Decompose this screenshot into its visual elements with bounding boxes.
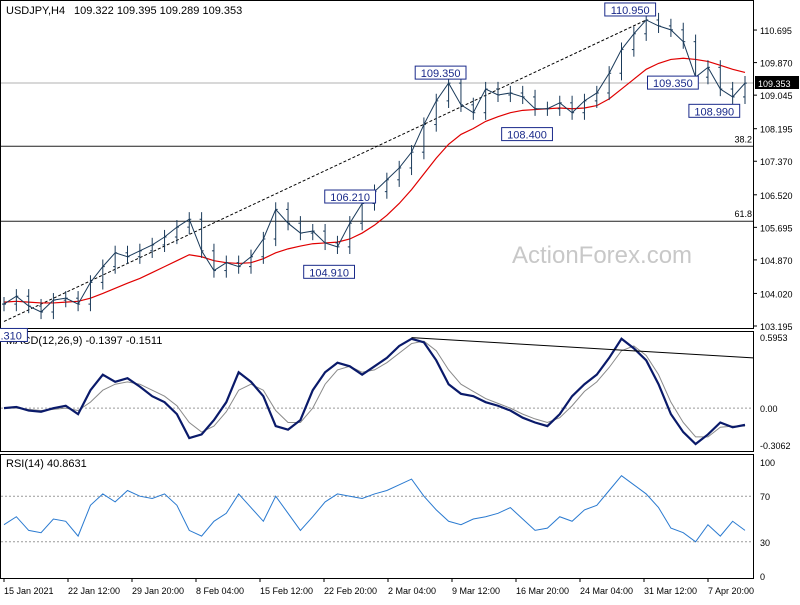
annotation-box: [604, 2, 657, 17]
x-tick-label: 7 Apr 20:00: [708, 586, 754, 596]
price-annotation: 106.210: [324, 189, 377, 204]
price-y-tick-label: 108.195: [760, 125, 793, 135]
axis-layer: 110.695 109.870 109.045 108.195 107.370 106.5…: [3, 26, 799, 596]
price-panel-frame: [0, 0, 754, 329]
price-annotation: 110.950: [604, 2, 657, 17]
annotation-label: 108.990: [694, 106, 734, 118]
annotation-label: 108.400: [507, 130, 547, 142]
annotation-label: 110.950: [611, 5, 650, 17]
last-price-box: [755, 75, 799, 89]
x-tick-label: 16 Mar 20:00: [516, 586, 569, 596]
dashed-trendline: [3, 19, 647, 322]
rsi-panel-frame: [0, 454, 754, 579]
price-bar: [743, 76, 747, 105]
x-tick-label: 2 Mar 04:00: [388, 586, 436, 596]
annotation-box: [303, 264, 356, 279]
annotation-label: 109.350: [421, 68, 461, 80]
annotation-label: 109.350: [653, 78, 693, 90]
price-y-tick-label: 110.695: [760, 26, 792, 36]
annotation-box: [501, 127, 553, 142]
annotation-box: [647, 75, 699, 90]
price-y-tick-label: 105.695: [760, 223, 793, 233]
annotation-label: 104.910: [309, 267, 349, 279]
rsi-y-tick-label: 70: [760, 492, 770, 502]
annotation-box: [324, 189, 377, 204]
watermark: ActionForex.com: [512, 242, 692, 269]
x-tick-label: 15 Jan 2021: [4, 586, 54, 596]
annotation-label: 103.310: [0, 330, 22, 342]
price-annotation: 109.350: [414, 65, 467, 80]
price-y-tick-label: 107.370: [760, 157, 793, 167]
rsi-layer: [1, 474, 753, 543]
price-annotation: 109.350: [647, 75, 699, 90]
price-y-tick-label: 109.045: [760, 91, 793, 101]
x-tick-label: 9 Mar 12:00: [452, 586, 500, 596]
price-annotation: 108.990: [688, 103, 741, 118]
price-layer: 38.2 61.8 103.310 106.210 104.910 109.350 108.…: [0, 2, 753, 342]
macd-panel-frame: [0, 331, 754, 452]
x-tick-label: 24 Mar 04:00: [580, 586, 633, 596]
x-tick-label: 22 Feb 20:00: [324, 586, 377, 596]
rsi-title: RSI(14) 40.8631: [6, 458, 87, 470]
annotation-box: [688, 103, 741, 118]
price-annotation: 104.910: [303, 264, 356, 279]
annotation-box: [414, 65, 467, 80]
macd-line: [3, 337, 746, 446]
macd-y-tick-label: -0.3062: [760, 441, 791, 451]
x-tick-label: 31 Mar 12:00: [644, 586, 697, 596]
price-y-tick-label: 106.520: [760, 191, 793, 201]
price-title: USDJPY,H4: [6, 5, 65, 17]
price-annotation: 103.310: [0, 327, 28, 342]
x-tick-label: 15 Feb 12:00: [260, 586, 313, 596]
annotation-box: [0, 327, 28, 342]
x-tick-label: 29 Jan 20:00: [132, 586, 184, 596]
macd-trendline: [411, 337, 754, 359]
rsi-y-tick-label: 100: [760, 458, 775, 468]
macd-title: MACD(12,26,9) -0.1397 -0.1511: [6, 335, 162, 347]
price-y-tick-label: 104.870: [760, 256, 793, 266]
macd-signal-line: [4, 340, 745, 438]
price-annotation: 108.400: [501, 127, 553, 142]
annotation-label: 106.210: [330, 192, 370, 204]
price-ohlc: 109.322 109.395 109.289 109.353: [74, 5, 242, 17]
price-y-tick-label: 109.870: [760, 59, 793, 69]
macd-y-tick-label: 0.5953: [760, 333, 788, 343]
x-tick-label: 8 Feb 04:00: [196, 586, 244, 596]
fib-label-61-8: 61.8: [734, 209, 752, 219]
rsi-y-tick-label: 30: [760, 538, 770, 548]
price-y-tick-label: 104.020: [760, 289, 793, 299]
macd-layer: [1, 337, 754, 446]
x-tick-label: 22 Jan 12:00: [68, 586, 120, 596]
price-y-tick-label: 103.195: [760, 322, 793, 332]
rsi-line: [3, 474, 746, 543]
macd-y-tick-label: 0.00: [760, 404, 778, 414]
rsi-y-tick-label: 0: [760, 572, 765, 582]
last-price-label: 109.353: [758, 79, 791, 89]
fib-label-38-2: 38.2: [734, 134, 752, 144]
moving-average-line: [3, 57, 746, 304]
